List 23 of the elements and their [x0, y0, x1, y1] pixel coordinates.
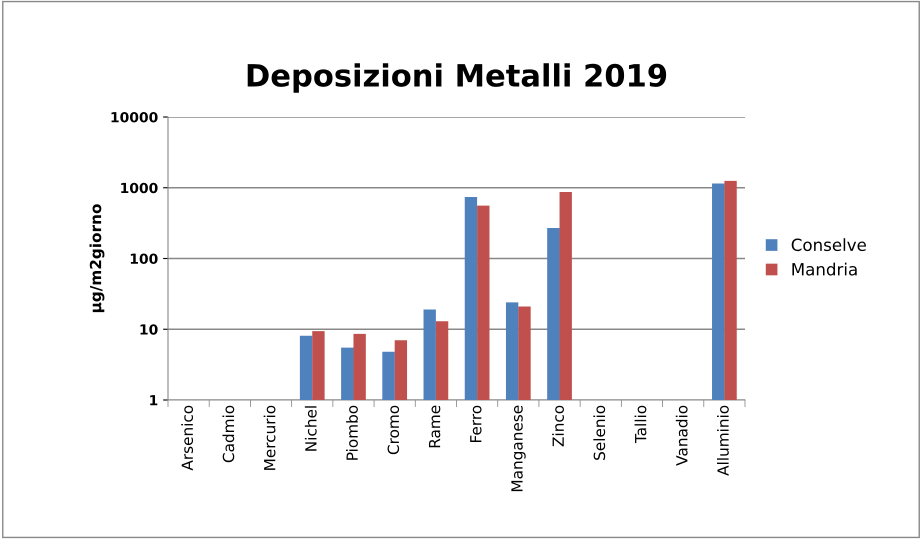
x-tick-label: Alluminio: [717, 406, 729, 476]
x-tick-label: Tallio: [634, 406, 646, 444]
x-tick-label: Zinco: [552, 406, 564, 446]
x-tick-label: Cadmio: [222, 406, 234, 462]
x-tick-label: Cromo: [388, 406, 400, 454]
x-tick-label: Vanadio: [676, 406, 688, 466]
y-tick-label: 1: [150, 395, 158, 406]
y-tick-label: 100: [130, 253, 158, 264]
x-tick-label: Rame: [428, 406, 440, 448]
chart-title: Deposizioni Metalli 2019: [248, 63, 666, 93]
y-tick-label: 10: [140, 324, 158, 335]
x-tick-label: Piombo: [346, 406, 358, 460]
y-tick-label: 1000: [121, 182, 158, 194]
y-axis-title: µg/m2giorno: [90, 204, 104, 312]
x-tick-label: Ferro: [470, 406, 482, 442]
x-tick-label: Nichel: [304, 406, 317, 451]
y-tick-label: 10000: [112, 112, 158, 122]
legend-label: Mandria: [792, 262, 857, 276]
legend-label: Conselve: [792, 238, 866, 252]
x-tick-label: Mercurio: [264, 406, 276, 470]
x-tick-label: Manganese: [511, 406, 526, 492]
x-tick-label: Arsenico: [181, 406, 194, 471]
x-tick-label: Selenio: [593, 406, 606, 460]
